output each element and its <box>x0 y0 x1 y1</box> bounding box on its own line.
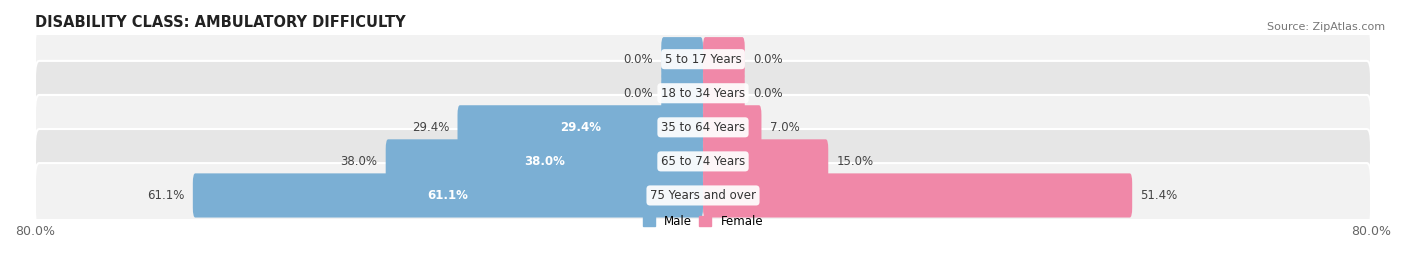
Text: 0.0%: 0.0% <box>623 87 652 100</box>
Text: 0.0%: 0.0% <box>754 87 783 100</box>
Text: DISABILITY CLASS: AMBULATORY DIFFICULTY: DISABILITY CLASS: AMBULATORY DIFFICULTY <box>35 15 405 30</box>
FancyBboxPatch shape <box>703 105 762 149</box>
FancyBboxPatch shape <box>703 37 745 81</box>
Text: 51.4%: 51.4% <box>1140 189 1178 202</box>
Text: Source: ZipAtlas.com: Source: ZipAtlas.com <box>1267 22 1385 31</box>
Text: 35 to 64 Years: 35 to 64 Years <box>661 121 745 134</box>
FancyBboxPatch shape <box>35 61 1371 126</box>
FancyBboxPatch shape <box>193 174 703 218</box>
Text: 29.4%: 29.4% <box>560 121 600 134</box>
Text: 0.0%: 0.0% <box>754 53 783 66</box>
Text: 75 Years and over: 75 Years and over <box>650 189 756 202</box>
FancyBboxPatch shape <box>661 71 703 115</box>
FancyBboxPatch shape <box>457 105 703 149</box>
FancyBboxPatch shape <box>385 139 703 183</box>
Text: 0.0%: 0.0% <box>623 53 652 66</box>
FancyBboxPatch shape <box>703 174 1132 218</box>
FancyBboxPatch shape <box>35 163 1371 228</box>
FancyBboxPatch shape <box>35 95 1371 160</box>
Text: 65 to 74 Years: 65 to 74 Years <box>661 155 745 168</box>
FancyBboxPatch shape <box>703 139 828 183</box>
Text: 15.0%: 15.0% <box>837 155 873 168</box>
FancyBboxPatch shape <box>35 27 1371 91</box>
Text: 38.0%: 38.0% <box>524 155 565 168</box>
FancyBboxPatch shape <box>703 71 745 115</box>
FancyBboxPatch shape <box>35 129 1371 194</box>
Text: 5 to 17 Years: 5 to 17 Years <box>665 53 741 66</box>
Text: 18 to 34 Years: 18 to 34 Years <box>661 87 745 100</box>
Text: 29.4%: 29.4% <box>412 121 449 134</box>
Text: 61.1%: 61.1% <box>427 189 468 202</box>
Text: 61.1%: 61.1% <box>148 189 184 202</box>
Text: 38.0%: 38.0% <box>340 155 377 168</box>
FancyBboxPatch shape <box>661 37 703 81</box>
Legend: Male, Female: Male, Female <box>643 215 763 228</box>
Text: 7.0%: 7.0% <box>770 121 800 134</box>
